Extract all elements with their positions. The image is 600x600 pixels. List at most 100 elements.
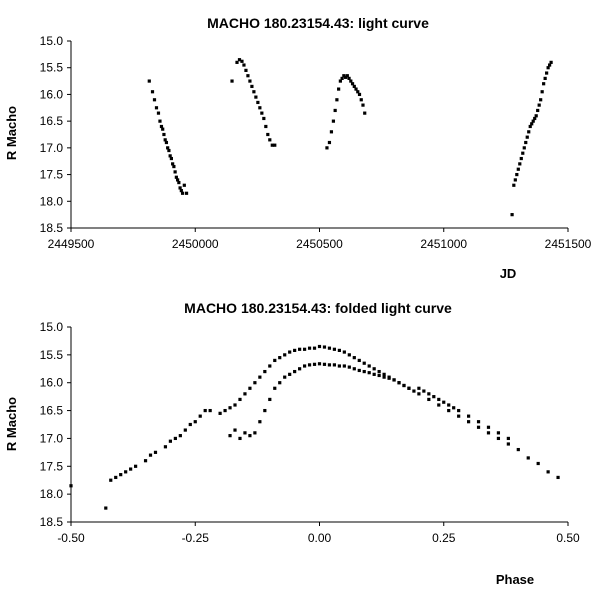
data-point <box>546 66 550 70</box>
data-point <box>359 98 363 102</box>
data-point <box>332 363 337 367</box>
y-tick-label: 18.0 <box>40 487 64 501</box>
data-point <box>506 442 510 446</box>
data-point <box>266 132 270 137</box>
data-point <box>322 362 327 366</box>
data-point <box>288 372 292 376</box>
y-tick-label: 18.5 <box>40 515 64 529</box>
data-point <box>524 140 528 145</box>
data-point <box>230 79 234 83</box>
data-point <box>486 425 491 429</box>
data-point <box>327 346 332 350</box>
x-tick-label: 2449500 <box>48 237 95 251</box>
data-point <box>531 119 535 123</box>
data-point <box>536 108 540 113</box>
data-point <box>179 189 183 193</box>
data-point <box>347 353 351 357</box>
data-point <box>293 369 297 374</box>
data-point <box>158 119 162 123</box>
data-point <box>302 364 307 368</box>
y-tick-label: 16.5 <box>40 114 64 128</box>
data-point <box>288 350 292 354</box>
data-point <box>427 397 431 402</box>
data-point <box>246 74 250 78</box>
data-point <box>362 369 366 374</box>
y-axis-label: R Macho <box>4 397 19 451</box>
data-point <box>262 116 266 121</box>
data-point <box>176 178 180 182</box>
data-point <box>218 411 222 415</box>
data-point <box>148 453 153 457</box>
data-point <box>159 124 164 129</box>
data-point <box>260 111 264 115</box>
data-point <box>124 470 128 474</box>
data-point <box>546 470 550 474</box>
data-point <box>173 436 177 441</box>
x-tick-label: -0.25 <box>182 531 210 545</box>
data-point <box>184 191 189 195</box>
data-point <box>243 392 247 396</box>
data-point <box>526 456 530 460</box>
data-point <box>283 353 287 357</box>
data-point <box>476 425 481 429</box>
data-point <box>432 395 436 399</box>
data-point <box>254 95 258 99</box>
data-point <box>162 132 166 137</box>
data-point <box>522 146 526 150</box>
data-point <box>302 347 307 351</box>
data-point <box>258 106 262 110</box>
y-tick-label: 15.0 <box>40 320 64 334</box>
y-tick-label: 18.5 <box>40 221 64 235</box>
data-point <box>243 431 247 435</box>
data-point <box>397 381 401 385</box>
data-point <box>273 386 277 390</box>
data-point <box>342 350 346 354</box>
data-point <box>512 183 516 187</box>
data-point <box>258 375 262 379</box>
data-point <box>540 90 544 94</box>
data-point <box>268 364 272 368</box>
data-point <box>188 422 192 427</box>
data-point <box>506 436 510 441</box>
y-tick-label: 16.5 <box>40 404 64 418</box>
data-point <box>250 84 254 89</box>
x-tick-label: -0.50 <box>57 531 85 545</box>
x-tick-label: 2451000 <box>420 237 467 251</box>
data-point <box>347 365 351 369</box>
data-point <box>270 143 274 147</box>
data-point <box>238 436 242 441</box>
data-point <box>69 484 73 488</box>
data-point <box>442 400 446 404</box>
data-point <box>177 180 181 185</box>
data-point <box>486 431 491 435</box>
data-point <box>367 371 371 375</box>
x-tick-label: 2450000 <box>172 237 219 251</box>
data-point <box>208 408 212 413</box>
data-point <box>109 478 113 482</box>
data-point <box>528 124 532 129</box>
data-point <box>252 90 256 94</box>
data-point <box>352 367 356 371</box>
data-point <box>412 389 416 393</box>
data-point <box>382 375 386 379</box>
data-point <box>163 445 168 449</box>
data-point <box>335 98 339 102</box>
data-point <box>171 162 175 166</box>
data-point <box>357 368 361 373</box>
data-point <box>256 100 260 105</box>
data-point <box>268 138 272 142</box>
data-point <box>347 76 351 80</box>
data-point <box>119 473 123 477</box>
y-tick-label: 18.0 <box>40 194 64 208</box>
data-point <box>233 428 237 432</box>
data-point <box>235 60 239 64</box>
x-tick-label: 2450500 <box>296 237 343 251</box>
data-point <box>447 408 451 413</box>
data-point <box>354 87 358 91</box>
data-point <box>278 356 282 360</box>
data-point <box>233 403 237 407</box>
data-point <box>178 434 182 438</box>
x-axis-label: JD <box>500 266 517 281</box>
data-point <box>307 346 312 350</box>
data-point <box>337 348 341 352</box>
